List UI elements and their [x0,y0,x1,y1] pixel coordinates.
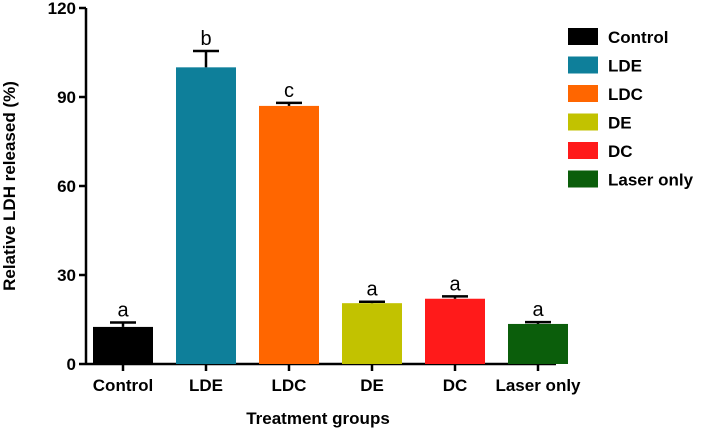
significance-label: b [200,28,211,50]
significance-label: a [366,279,378,301]
legend-swatch [568,85,598,102]
x-tick-label: DE [360,376,384,395]
x-tick-label: LDE [189,376,223,395]
significance-label: a [532,299,544,321]
legend-label: Laser only [608,171,694,190]
y-tick-label: 30 [57,266,76,285]
legend: Control LDE LDC DE DC Laser only [568,28,694,190]
y-axis: 0 30 60 90 120 [48,0,88,374]
y-tick-label: 120 [48,0,76,18]
legend-label: LDE [608,57,642,76]
bar-ldc [259,105,319,365]
x-tick-label: Control [93,376,153,395]
legend-label: DC [608,142,633,161]
y-tick-label: 90 [57,88,76,107]
significance-label: a [117,299,129,321]
x-axis: Control LDE LDC DE DC Laser only [86,362,581,395]
y-tick-label: 0 [67,355,76,374]
y-axis-title: Relative LDH released (%) [0,81,19,291]
legend-swatch [568,56,598,74]
legend-swatch [568,142,598,159]
significance-label: c [284,80,294,102]
legend-label: Control [608,28,668,47]
bar-control [93,326,153,364]
legend-swatch [568,28,598,45]
x-tick-label: LDC [272,376,307,395]
legend-swatch [568,113,598,131]
x-tick-label: Laser only [495,376,581,395]
bars: a b c a a a [93,28,568,365]
bar-laser-only [508,323,568,364]
x-axis-title: Treatment groups [246,409,390,428]
bar-dc [425,298,485,364]
x-tick-label: DC [443,376,468,395]
significance-label: a [449,273,461,295]
legend-label: LDC [608,85,643,104]
legend-swatch [568,170,598,188]
y-tick-label: 60 [57,177,76,196]
legend-label: DE [608,114,632,133]
bar-lde [176,67,236,364]
bar-de [342,303,402,364]
